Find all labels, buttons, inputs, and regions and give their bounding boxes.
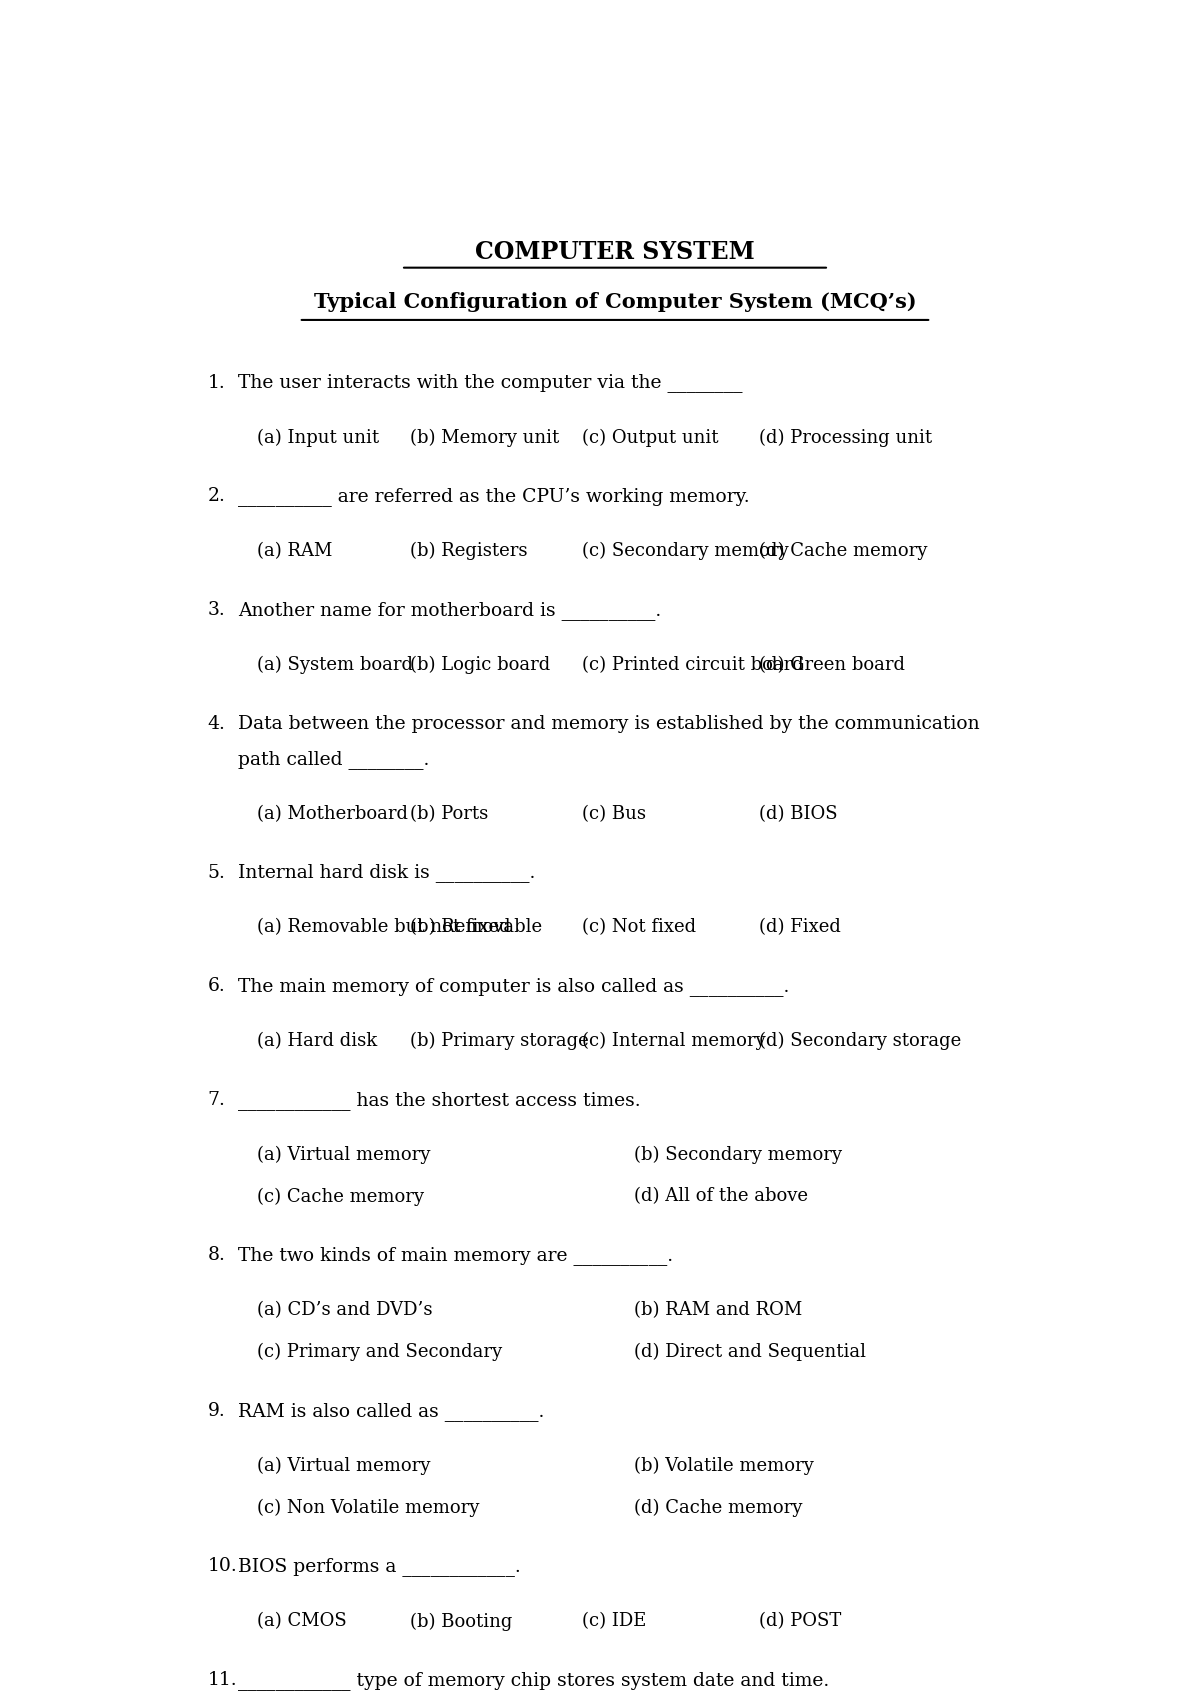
Text: 6.: 6. [208, 977, 226, 994]
Text: (c) IDE: (c) IDE [582, 1612, 647, 1631]
Text: (a) Virtual memory: (a) Virtual memory [257, 1145, 431, 1164]
Text: 3.: 3. [208, 601, 226, 619]
Text: 10.: 10. [208, 1558, 238, 1575]
Text: (d) All of the above: (d) All of the above [634, 1188, 808, 1205]
Text: (d) BIOS: (d) BIOS [760, 804, 838, 823]
Text: (c) Secondary memory: (c) Secondary memory [582, 541, 790, 560]
Text: 5.: 5. [208, 864, 226, 881]
Text: (d) Fixed: (d) Fixed [760, 918, 841, 937]
Text: 8.: 8. [208, 1246, 226, 1264]
Text: (b) Secondary memory: (b) Secondary memory [634, 1145, 841, 1164]
Text: Typical Configuration of Computer System (MCQ’s): Typical Configuration of Computer System… [313, 292, 917, 312]
Text: (c) Primary and Secondary: (c) Primary and Secondary [257, 1342, 502, 1361]
Text: 4.: 4. [208, 714, 226, 733]
Text: Internal hard disk is __________.: Internal hard disk is __________. [239, 864, 535, 882]
Text: Another name for motherboard is __________.: Another name for motherboard is ________… [239, 601, 661, 619]
Text: (b) Primary storage: (b) Primary storage [410, 1032, 589, 1050]
Text: (a) RAM: (a) RAM [257, 541, 332, 560]
Text: (c) Printed circuit board: (c) Printed circuit board [582, 655, 804, 674]
Text: (a) Hard disk: (a) Hard disk [257, 1032, 377, 1050]
Text: path called ________.: path called ________. [239, 750, 430, 769]
Text: (b) Logic board: (b) Logic board [410, 655, 551, 674]
Text: (c) Non Volatile memory: (c) Non Volatile memory [257, 1498, 479, 1517]
Text: (b) RAM and ROM: (b) RAM and ROM [634, 1302, 802, 1319]
Text: (d) Green board: (d) Green board [760, 655, 905, 674]
Text: (a) CD’s and DVD’s: (a) CD’s and DVD’s [257, 1302, 432, 1319]
Text: (b) Removable: (b) Removable [410, 918, 542, 937]
Text: (d) Processing unit: (d) Processing unit [760, 428, 932, 446]
Text: (a) Removable but not fixed: (a) Removable but not fixed [257, 918, 510, 937]
Text: 9.: 9. [208, 1402, 226, 1420]
Text: (b) Volatile memory: (b) Volatile memory [634, 1456, 814, 1475]
Text: 7.: 7. [208, 1091, 226, 1108]
Text: (a) Input unit: (a) Input unit [257, 428, 379, 446]
Text: The user interacts with the computer via the ________: The user interacts with the computer via… [239, 373, 743, 392]
Text: BIOS performs a ____________.: BIOS performs a ____________. [239, 1558, 521, 1577]
Text: (b) Memory unit: (b) Memory unit [410, 428, 559, 446]
Text: (d) POST: (d) POST [760, 1612, 841, 1631]
Text: (a) System board: (a) System board [257, 655, 413, 674]
Text: 2.: 2. [208, 487, 226, 506]
Text: (d) Direct and Sequential: (d) Direct and Sequential [634, 1342, 865, 1361]
Text: RAM is also called as __________.: RAM is also called as __________. [239, 1402, 545, 1420]
Text: 1.: 1. [208, 373, 226, 392]
Text: __________ are referred as the CPU’s working memory.: __________ are referred as the CPU’s wor… [239, 487, 750, 506]
Text: (b) Booting: (b) Booting [410, 1612, 512, 1631]
Text: COMPUTER SYSTEM: COMPUTER SYSTEM [475, 241, 755, 265]
Text: ____________ has the shortest access times.: ____________ has the shortest access tim… [239, 1091, 641, 1110]
Text: The main memory of computer is also called as __________.: The main memory of computer is also call… [239, 977, 790, 996]
Text: (d) Cache memory: (d) Cache memory [634, 1498, 802, 1517]
Text: (b) Registers: (b) Registers [410, 541, 528, 560]
Text: (a) Motherboard: (a) Motherboard [257, 804, 408, 823]
Text: (c) Output unit: (c) Output unit [582, 428, 719, 446]
Text: (d) Secondary storage: (d) Secondary storage [760, 1032, 961, 1050]
Text: (a) CMOS: (a) CMOS [257, 1612, 347, 1631]
Text: (d) Cache memory: (d) Cache memory [760, 541, 928, 560]
Text: (c) Not fixed: (c) Not fixed [582, 918, 696, 937]
Text: (c) Internal memory: (c) Internal memory [582, 1032, 766, 1050]
Text: (a) Virtual memory: (a) Virtual memory [257, 1456, 431, 1475]
Text: The two kinds of main memory are __________.: The two kinds of main memory are _______… [239, 1246, 673, 1266]
Text: (c) Cache memory: (c) Cache memory [257, 1188, 424, 1207]
Text: Data between the processor and memory is established by the communication: Data between the processor and memory is… [239, 714, 980, 733]
Text: (c) Bus: (c) Bus [582, 804, 647, 823]
Text: (b) Ports: (b) Ports [410, 804, 488, 823]
Text: ____________ type of memory chip stores system date and time.: ____________ type of memory chip stores … [239, 1672, 829, 1690]
Text: 11.: 11. [208, 1672, 238, 1689]
